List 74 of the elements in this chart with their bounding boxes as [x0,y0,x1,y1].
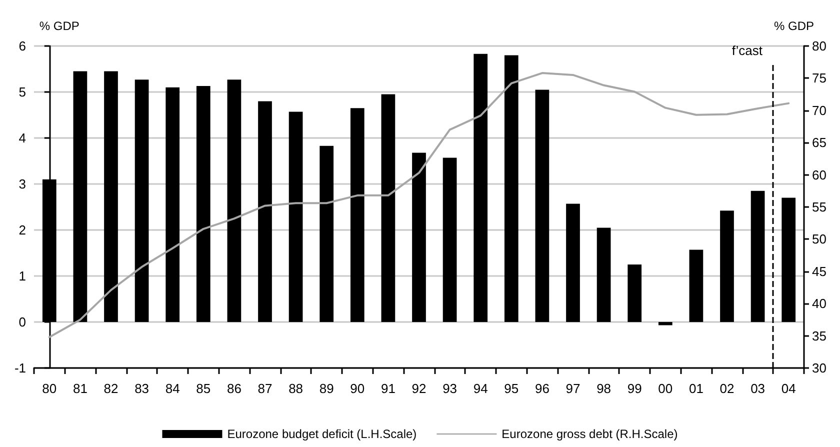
y2-tick-label: 70 [812,102,826,118]
bar [196,86,210,322]
bar [288,112,303,322]
ref-line-label: f’cast [732,43,763,58]
y2-tick-label: 55 [812,200,826,214]
bar [566,204,580,322]
y2-tick-label: 80 [812,38,826,54]
y-tick-label: 0 [18,314,26,330]
bar [227,80,242,322]
y-tick-label: 1 [18,268,26,284]
bar [134,80,149,322]
bar [628,264,642,322]
y2-tick-label: 50 [812,232,826,247]
x-tick-label: 88 [288,381,304,396]
y2-tick-label: 35 [812,328,826,344]
y-tick-label: -1 [14,360,26,376]
bar [504,55,518,322]
x-tick-label: 83 [134,381,150,396]
bar [166,87,180,322]
y-axis-title: % GDP [39,19,80,33]
x-tick-label: 99 [627,381,642,396]
bar [782,198,796,322]
y-tick-label: 6 [18,38,26,54]
bar [104,71,118,322]
legend-label: Eurozone budget deficit (L.H.Scale) [227,427,417,441]
y-tick-label: 4 [18,130,26,146]
x-tick-label: 86 [226,381,242,396]
x-tick-label: 02 [720,381,734,396]
x-tick-label: 03 [750,381,766,396]
y2-tick-label: 45 [812,264,826,279]
bar [689,250,704,322]
x-tick-label: 90 [350,381,365,396]
x-tick-label: 89 [319,381,334,396]
x-tick-label: 80 [42,381,57,396]
bar [442,158,457,322]
bar [596,228,611,322]
x-tick-label: 82 [104,381,118,396]
x-tick-label: 04 [781,381,796,396]
x-tick-label: 96 [534,381,550,396]
bar [658,322,672,326]
bar [750,190,765,322]
y-tick-label: 3 [18,176,26,192]
y2-tick-label: 75 [812,70,826,86]
y-tick-label: 5 [18,84,26,100]
x-tick-label: 97 [566,381,580,396]
legend-label: Eurozone gross debt (R.H.Scale) [502,427,678,441]
x-tick-label: 85 [196,381,211,396]
x-tick-label: 91 [380,381,396,396]
x-tick-label: 00 [658,381,673,396]
x-tick-label: 84 [165,381,180,396]
y2-axis-title: % GDP [774,19,814,33]
x-tick-label: 98 [596,381,612,396]
line-series [48,72,790,338]
x-tick-label: 81 [72,381,88,396]
bar [73,71,88,322]
y2-tick-label: 65 [812,135,826,150]
bar [535,90,550,322]
x-tick-label: 87 [258,381,272,396]
bar [258,101,272,322]
y2-tick-label: 30 [812,360,826,376]
y-tick-label: 2 [18,222,26,238]
x-tick-label: 95 [504,381,519,396]
bar [412,152,426,322]
bar [474,54,488,322]
x-tick-label: 01 [688,381,704,396]
bar [720,210,734,322]
x-tick-label: 92 [412,381,426,396]
y2-tick-label: 60 [812,167,826,182]
bar [350,108,364,322]
bar [320,146,334,322]
x-tick-label: 93 [442,381,458,396]
bar [381,94,396,322]
y2-tick-label: 40 [812,296,826,312]
x-tick-label: 94 [473,381,488,396]
